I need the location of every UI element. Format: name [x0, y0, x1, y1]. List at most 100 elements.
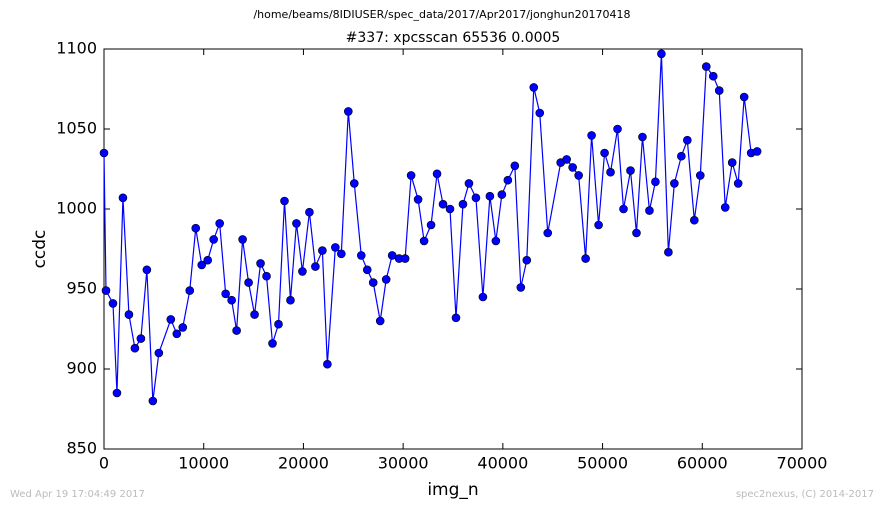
data-point — [318, 246, 327, 255]
data-point — [221, 289, 230, 299]
data-point — [362, 265, 372, 275]
data-point — [274, 319, 283, 329]
data-point — [510, 161, 520, 171]
data-point — [683, 135, 692, 145]
data-point — [331, 243, 340, 252]
data-point — [142, 265, 152, 275]
data-point — [130, 343, 140, 353]
x-tick-label: 0 — [99, 454, 109, 473]
footer-credit: spec2nexus, (C) 2014-2017 — [736, 489, 874, 500]
data-point — [638, 132, 647, 142]
data-point — [485, 191, 495, 201]
data-point — [733, 179, 743, 188]
data-point — [292, 219, 301, 228]
x-tick-label: 50000 — [577, 454, 628, 473]
data-point — [664, 247, 673, 257]
data-point — [606, 167, 615, 177]
data-point — [268, 339, 277, 348]
data-point — [406, 171, 416, 180]
data-point — [305, 207, 314, 217]
data-point — [381, 275, 391, 284]
data-point — [356, 251, 366, 260]
data-point — [349, 179, 359, 188]
data-point — [432, 169, 442, 179]
data-point — [568, 163, 577, 172]
data-point — [311, 262, 320, 271]
data-point — [752, 147, 762, 156]
data-point — [516, 283, 526, 292]
data-point — [108, 299, 118, 308]
y-tick-label: 1100 — [56, 39, 97, 58]
data-point — [458, 199, 468, 209]
data-point — [619, 204, 628, 214]
data-point — [203, 255, 213, 265]
data-point — [587, 131, 596, 140]
data-point — [574, 171, 583, 180]
data-point — [232, 326, 241, 335]
data-point — [690, 215, 699, 225]
data-point — [529, 83, 539, 92]
data-point — [714, 86, 724, 95]
data-point — [543, 228, 553, 238]
data-point — [701, 62, 711, 71]
data-point — [419, 236, 429, 246]
y-tick-label: 900 — [66, 359, 97, 378]
data-point — [497, 190, 507, 199]
data-point — [99, 148, 109, 158]
data-point — [191, 223, 201, 233]
data-point — [657, 49, 666, 59]
data-point — [413, 195, 423, 204]
data-point — [727, 158, 737, 167]
x-tick-label: 30000 — [378, 454, 429, 473]
data-point — [286, 295, 295, 305]
data-point — [677, 151, 686, 161]
chart-title: #337: xpcsscan 65536 0.0005 — [346, 30, 561, 46]
y-tick-label: 1050 — [56, 119, 97, 138]
data-point — [209, 235, 218, 244]
data-point — [262, 271, 271, 281]
data-point — [197, 260, 207, 270]
data-point — [670, 179, 679, 188]
data-point — [645, 206, 654, 215]
data-point — [136, 334, 146, 343]
data-point — [280, 196, 289, 206]
data-point — [478, 292, 488, 302]
data-point — [323, 359, 332, 369]
y-axis-label: ccdc — [30, 230, 50, 269]
data-point — [720, 203, 730, 212]
data-point — [124, 310, 134, 319]
data-point — [375, 316, 385, 326]
data-point — [154, 348, 164, 358]
data-point — [708, 71, 718, 81]
data-point — [166, 315, 176, 324]
data-point — [343, 107, 353, 116]
data-point — [368, 278, 378, 287]
data-point — [298, 267, 307, 276]
data-point — [337, 249, 346, 259]
x-tick-label: 10000 — [178, 454, 229, 473]
data-point — [535, 108, 545, 118]
y-tick-label: 1000 — [56, 199, 97, 218]
data-point — [172, 329, 182, 339]
data-point — [227, 295, 236, 305]
data-point — [256, 259, 265, 268]
x-tick-label: 40000 — [477, 454, 528, 473]
data-point — [695, 171, 705, 180]
data-point — [148, 396, 158, 406]
data-point — [632, 228, 641, 238]
data-point — [445, 204, 455, 214]
x-tick-label: 20000 — [278, 454, 329, 473]
y-tick-label: 950 — [66, 279, 97, 298]
data-point — [464, 179, 474, 188]
data-point — [387, 251, 397, 260]
data-point — [101, 286, 111, 295]
data-point — [522, 255, 532, 265]
data-point — [651, 177, 660, 187]
data-point — [594, 220, 603, 230]
data-point — [739, 92, 749, 102]
data-point — [185, 286, 195, 295]
suptitle: /home/beams/8IDIUSER/spec_data/2017/Apr2… — [253, 8, 630, 21]
plot-frame — [103, 48, 803, 450]
